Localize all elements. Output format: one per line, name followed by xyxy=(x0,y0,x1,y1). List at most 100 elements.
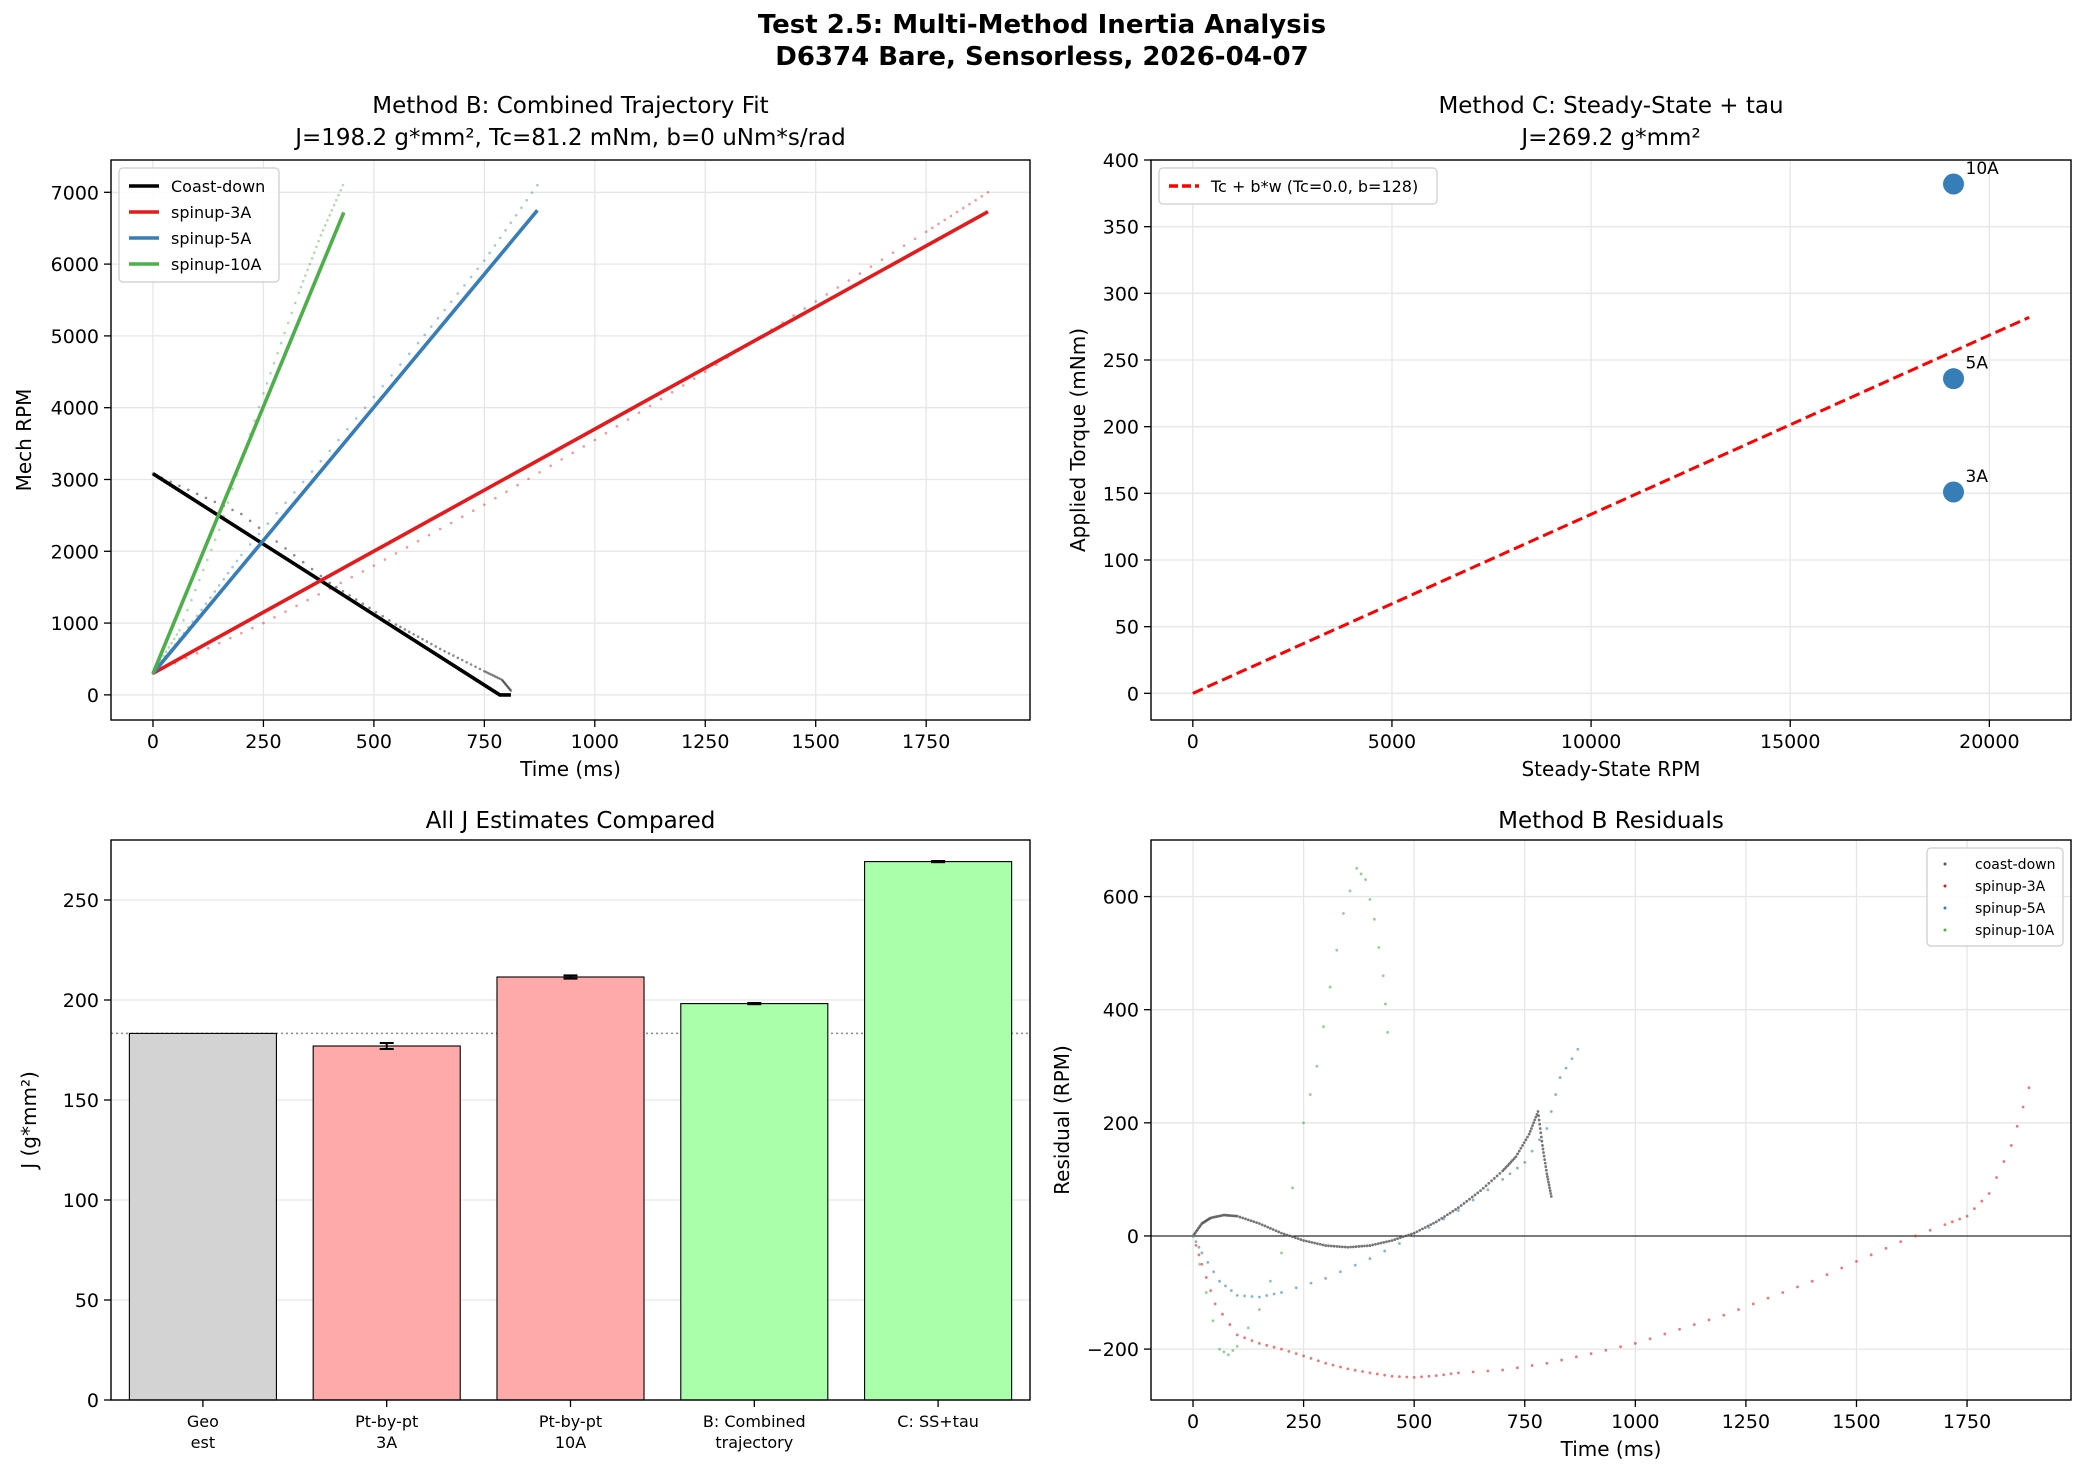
fit-line-spinup-3a xyxy=(152,210,989,675)
residual-point xyxy=(1501,1177,1505,1181)
residual-point xyxy=(1502,1167,1506,1171)
legend-marker xyxy=(1943,906,1947,910)
residual-point xyxy=(2002,1160,2006,1163)
x-tick-label: 1000 xyxy=(1611,1411,1659,1433)
measured-point xyxy=(310,470,314,473)
measured-point xyxy=(361,570,365,573)
residual-point xyxy=(1307,1240,1311,1244)
measured-point xyxy=(494,496,497,500)
legend-label: spinup-10A xyxy=(171,255,262,274)
measured-point xyxy=(339,581,343,585)
bar xyxy=(864,861,1013,1401)
residual-point xyxy=(1377,946,1381,949)
residual-point xyxy=(1539,1135,1543,1139)
residual-point xyxy=(1412,1234,1416,1238)
measured-point xyxy=(301,280,305,283)
y-tick-label: 6000 xyxy=(51,254,99,276)
residual-point xyxy=(1401,1235,1405,1239)
residual-point xyxy=(1509,1160,1513,1164)
measured-point xyxy=(501,679,505,683)
measured-point xyxy=(880,258,884,261)
measured-point xyxy=(423,333,426,337)
measured-point xyxy=(337,193,340,197)
y-tick-label: −200 xyxy=(1087,1339,1139,1361)
residual-point xyxy=(1486,1188,1490,1192)
residual-point xyxy=(1296,1237,1300,1241)
residual-point xyxy=(1840,1266,1844,1270)
residual-point xyxy=(1299,1238,1303,1241)
measured-point xyxy=(430,642,433,646)
measured-point xyxy=(301,560,305,564)
measured-point xyxy=(483,669,486,673)
measured-point xyxy=(469,663,473,666)
residual-point xyxy=(1355,866,1359,870)
measured-point xyxy=(167,646,171,649)
measured-point xyxy=(506,684,509,688)
x-tick-label: 10000 xyxy=(1561,731,1621,753)
measured-point xyxy=(955,210,959,214)
residual-point xyxy=(1457,1371,1460,1375)
measured-point xyxy=(902,244,906,248)
measured-point xyxy=(194,588,197,592)
residual-point xyxy=(1353,1263,1357,1267)
measured-point xyxy=(315,245,318,249)
measured-point xyxy=(465,660,468,664)
residual-point xyxy=(1257,1222,1261,1225)
residual-point xyxy=(1549,1110,1553,1113)
residual-point xyxy=(1302,1354,1305,1358)
residual-point xyxy=(1507,1162,1511,1166)
residual-point xyxy=(1309,1281,1313,1285)
residual-point xyxy=(1570,1057,1574,1061)
x-axis-label-0: Time (ms) xyxy=(519,757,621,781)
measured-point xyxy=(449,521,453,525)
residual-point xyxy=(1269,1279,1272,1283)
residual-point xyxy=(1335,1245,1339,1248)
legend-label: spinup-3A xyxy=(1975,879,2046,895)
residual-point xyxy=(1200,1262,1204,1266)
residual-point xyxy=(1197,1253,1201,1257)
measured-point xyxy=(514,213,518,217)
measured-point xyxy=(507,687,511,690)
residual-point xyxy=(1457,1206,1460,1210)
residual-point xyxy=(1445,1213,1449,1217)
measured-point xyxy=(493,244,497,247)
measured-point xyxy=(286,321,290,325)
residual-point xyxy=(1339,1270,1342,1274)
measured-point xyxy=(792,314,795,317)
residual-point xyxy=(1539,1131,1543,1135)
residual-point xyxy=(1282,1232,1286,1236)
measured-point xyxy=(443,649,446,653)
residual-point xyxy=(1479,1189,1482,1193)
measured-point xyxy=(202,568,205,572)
measured-point xyxy=(178,628,181,632)
x-axis-label-1: Steady-State RPM xyxy=(1521,757,1700,781)
measured-point xyxy=(231,508,234,512)
residual-point xyxy=(1328,985,1332,989)
residual-point xyxy=(1250,1295,1254,1298)
residual-point xyxy=(1722,1313,1726,1317)
residual-point xyxy=(1405,1375,1409,1379)
residual-point xyxy=(2015,1124,2019,1128)
residual-point xyxy=(1442,1217,1446,1221)
residual-point xyxy=(1486,1369,1490,1373)
measured-point xyxy=(213,590,217,593)
residual-point xyxy=(1508,1172,1512,1176)
measured-point xyxy=(530,191,534,194)
residual-point xyxy=(1884,1246,1888,1250)
residual-point xyxy=(1302,1239,1305,1242)
measured-point xyxy=(293,554,296,557)
y-tick-label: 300 xyxy=(1103,283,1139,305)
point-label: 10A xyxy=(1966,159,2000,179)
residual-point xyxy=(1353,1368,1357,1372)
legend-label: spinup-5A xyxy=(171,229,251,248)
residual-point xyxy=(1329,1244,1333,1248)
residual-point xyxy=(1546,1177,1550,1181)
residual-point xyxy=(1371,1243,1375,1247)
residual-point xyxy=(1504,1165,1508,1169)
residual-point xyxy=(1227,1353,1230,1357)
residual-point xyxy=(1541,1147,1545,1151)
residual-point xyxy=(1398,1375,1401,1379)
category-label: 3A xyxy=(376,1433,397,1452)
residual-point xyxy=(1221,1312,1224,1316)
residual-point xyxy=(1537,1118,1541,1122)
